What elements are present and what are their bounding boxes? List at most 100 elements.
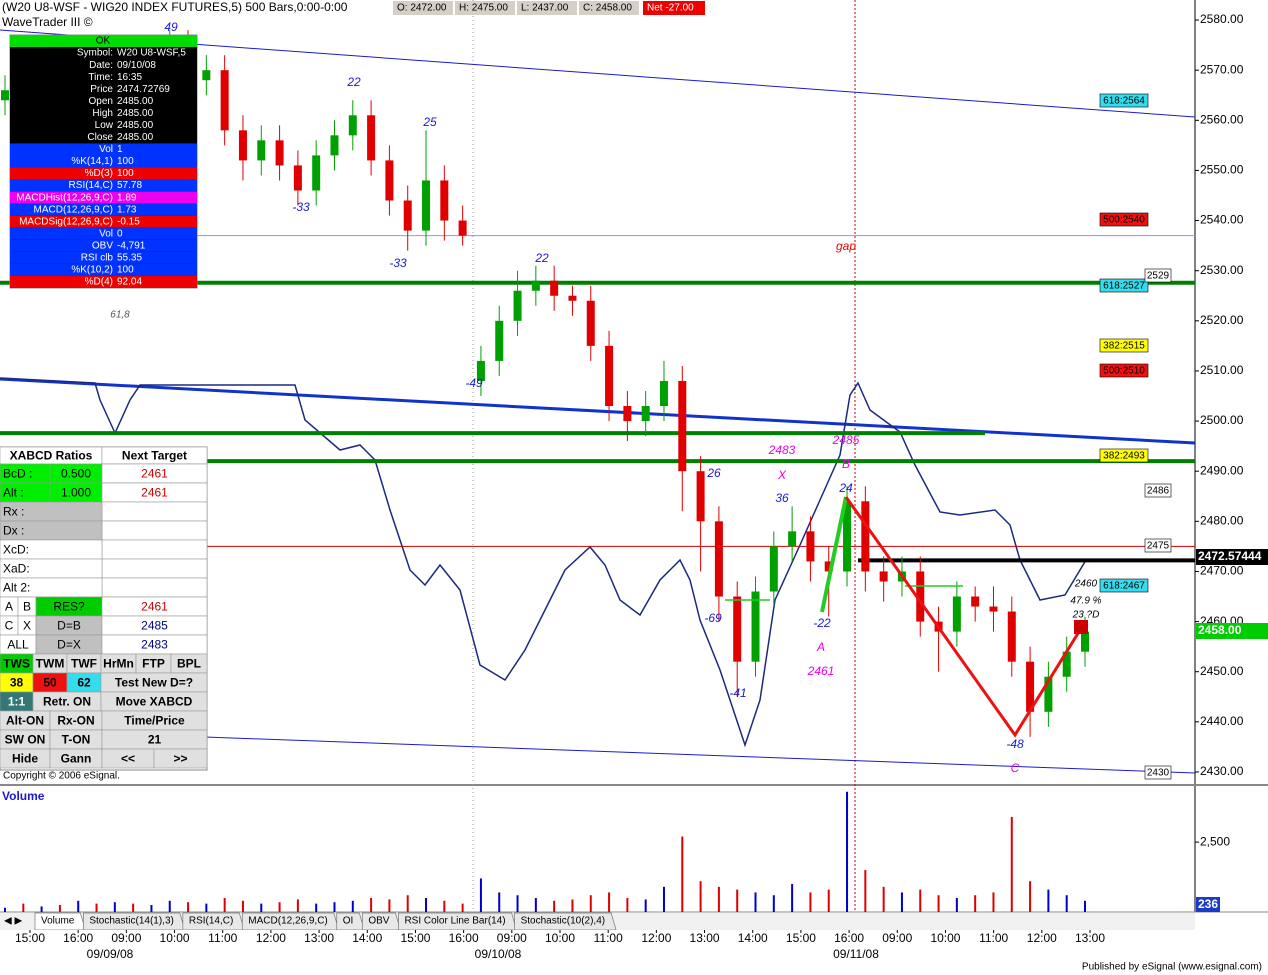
data-value: -4,791 bbox=[117, 240, 146, 251]
xabcd-text: D=B bbox=[57, 619, 81, 633]
x-tick-label: 16:00 bbox=[449, 931, 479, 945]
data-row-bg bbox=[10, 71, 197, 84]
data-label: Open bbox=[89, 96, 113, 107]
y-tick-label: 2500.00 bbox=[1200, 413, 1244, 427]
volume-bar bbox=[132, 903, 135, 912]
volume-bar bbox=[4, 907, 6, 912]
data-value: -0.15 bbox=[117, 216, 140, 227]
annotation: 23 ?D bbox=[1072, 610, 1100, 621]
trend-line bbox=[0, 377, 1196, 445]
xabcd-text: D=X bbox=[57, 638, 81, 652]
data-value: W20 U8-WSF,5 bbox=[117, 48, 186, 59]
xabcd-text: 1.000 bbox=[61, 486, 91, 500]
candle-body bbox=[330, 135, 339, 156]
xabcd-button-label[interactable]: HrMn bbox=[103, 657, 134, 671]
tab-bar: ◀ ▶ Volume Stochastic(14(1),3) RSI(14,C) MA… bbox=[0, 912, 1195, 931]
xabcd-button-label[interactable]: T-ON bbox=[62, 733, 91, 747]
xabcd-cell bbox=[101, 539, 208, 560]
candle-body bbox=[916, 571, 925, 622]
volume-bar bbox=[809, 892, 812, 912]
tab-label[interactable]: OI bbox=[343, 916, 354, 927]
xabcd-button-label[interactable]: Move XABCD bbox=[116, 695, 193, 709]
y-tick-label: 2440.00 bbox=[1200, 714, 1244, 728]
xabcd-button-label[interactable]: Time/Price bbox=[124, 714, 185, 728]
volume-bar bbox=[754, 892, 757, 912]
y-tick-label: 2470.00 bbox=[1200, 564, 1244, 578]
x-tick-label: 12:00 bbox=[641, 931, 671, 945]
xabcd-button-label[interactable]: 50 bbox=[43, 676, 57, 690]
price-tag-bg bbox=[1144, 483, 1172, 498]
tab-label[interactable]: Stochastic(14(1),3) bbox=[89, 916, 173, 927]
tab-scroll[interactable]: ◀ ▶ bbox=[4, 916, 22, 927]
xabcd-text: B bbox=[23, 600, 31, 614]
candle-body bbox=[513, 290, 522, 321]
xabcd-button-label[interactable]: Rx-ON bbox=[57, 714, 94, 728]
volume-bar bbox=[1029, 881, 1032, 912]
tab-label[interactable]: Volume bbox=[41, 916, 75, 927]
tab-label[interactable]: OBV bbox=[368, 916, 389, 927]
volume-bar bbox=[717, 886, 720, 912]
x-tick-label: 10:00 bbox=[160, 931, 190, 945]
tab-label[interactable]: Stochastic(10(2),4) bbox=[521, 916, 605, 927]
xabcd-button-label[interactable]: FTP bbox=[142, 657, 165, 671]
last-price: 2472.57444 bbox=[1198, 549, 1262, 563]
price-tag: 2486 bbox=[1147, 486, 1170, 497]
xabcd-button-label[interactable]: TWF bbox=[71, 657, 97, 671]
xabcd-button-label[interactable]: >> bbox=[173, 752, 187, 766]
tab-label[interactable]: MACD(12,26,9,C) bbox=[248, 916, 327, 927]
y-tick-label: 2480.00 bbox=[1200, 514, 1244, 528]
annotation: 36 bbox=[775, 491, 789, 505]
tab-label[interactable]: RSI(14,C) bbox=[189, 916, 233, 927]
xabcd-button-label[interactable]: TWS bbox=[3, 657, 30, 671]
data-label: %K(14,1) bbox=[71, 156, 113, 167]
xabcd-button-label[interactable]: 21 bbox=[148, 733, 162, 747]
xabcd-button-label[interactable]: SW ON bbox=[5, 733, 46, 747]
xabcd-button-label[interactable]: 1:1 bbox=[8, 695, 26, 709]
candle-body bbox=[367, 115, 376, 161]
volume-bar bbox=[1084, 900, 1086, 912]
data-value: 2474.72769 bbox=[117, 84, 170, 95]
trend-line bbox=[0, 29, 1196, 118]
data-value: 55.35 bbox=[117, 253, 142, 264]
annotation: C bbox=[1011, 761, 1020, 775]
data-row-bg bbox=[10, 179, 197, 192]
x-tick-label: 13:00 bbox=[304, 931, 334, 945]
pattern-marker bbox=[1074, 620, 1088, 634]
xabcd-button-label[interactable]: Retr. ON bbox=[43, 695, 91, 709]
price-tag-bg bbox=[1144, 538, 1172, 553]
publisher: Published by eSignal (www.esignal.com) bbox=[1082, 962, 1262, 973]
candle-body bbox=[971, 596, 980, 607]
xabcd-button-label[interactable]: Alt-ON bbox=[6, 714, 44, 728]
xabcd-text: Next Target bbox=[122, 449, 187, 463]
volume-bar bbox=[571, 899, 574, 912]
candle-body bbox=[586, 300, 595, 346]
price-tag-bg bbox=[1099, 93, 1149, 108]
xabcd-button-label[interactable]: 62 bbox=[77, 676, 91, 690]
data-row-bg bbox=[10, 47, 197, 60]
xabcd-button-label[interactable]: 38 bbox=[10, 676, 24, 690]
price-tag-bg bbox=[1099, 363, 1149, 378]
xabcd-button-label[interactable]: << bbox=[121, 752, 135, 766]
data-label: Price bbox=[90, 84, 113, 95]
data-value: 92.04 bbox=[117, 277, 142, 288]
x-tick-label: 12:00 bbox=[1027, 931, 1057, 945]
price-tag: 2475 bbox=[1147, 541, 1170, 552]
volume-bar bbox=[516, 895, 519, 912]
xabcd-button-label[interactable]: BPL bbox=[177, 657, 201, 671]
xabcd-button-label[interactable]: TWM bbox=[36, 657, 65, 671]
tab-label[interactable]: RSI Color Line Bar(14) bbox=[404, 916, 505, 927]
oscillator-line bbox=[0, 377, 1087, 748]
xabcd-button[interactable] bbox=[153, 748, 208, 769]
x-tick-label: 13:00 bbox=[690, 931, 720, 945]
xabcd-button-label[interactable]: Gann bbox=[61, 752, 92, 766]
data-label: Low bbox=[95, 120, 114, 131]
annotation: -41 bbox=[729, 686, 746, 700]
candle-body bbox=[257, 140, 266, 161]
candle-body bbox=[531, 280, 540, 291]
xabcd-button-label[interactable]: Test New D=? bbox=[115, 676, 193, 690]
xabcd-text: C bbox=[5, 619, 14, 633]
xabcd-button-label[interactable]: Hide bbox=[12, 752, 38, 766]
candle-body bbox=[824, 561, 833, 572]
